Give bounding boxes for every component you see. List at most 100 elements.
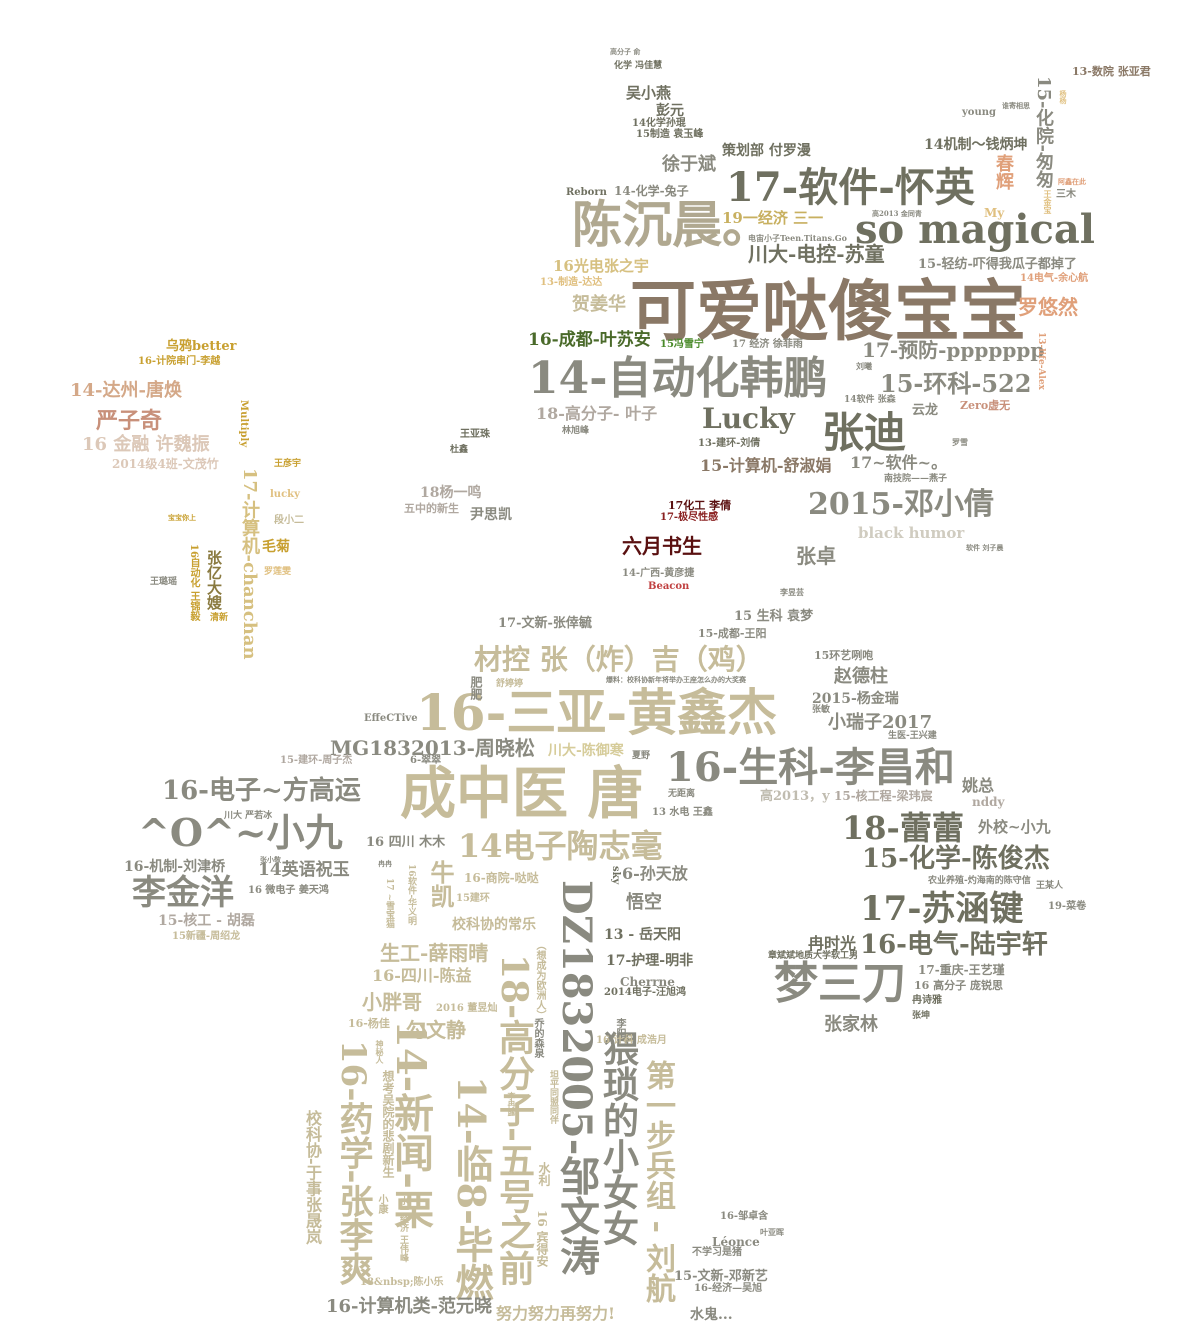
cloud-word: sky xyxy=(610,866,621,885)
cloud-word: 舒婷婷 xyxy=(496,679,524,689)
cloud-word: 悟空 xyxy=(626,892,662,913)
cloud-word: 想考吴院的悲剧新生 xyxy=(381,1070,395,1178)
cloud-word: 2016 董昱灿 xyxy=(436,1003,498,1014)
cloud-word: 16 高分子 庞锐思 xyxy=(914,979,1003,992)
cloud-word: 生工-薛雨晴 xyxy=(380,941,489,965)
cloud-word: 16 微电子 姜天鸿 xyxy=(248,885,329,896)
cloud-word: 谁寄相思 xyxy=(1002,101,1030,110)
cloud-word: 15-建环-周子杰 xyxy=(280,755,353,766)
cloud-word: 猥琐的小女女 xyxy=(597,1030,639,1246)
cloud-word: 川大-陈御寒 xyxy=(548,743,624,759)
cloud-word: 小胖哥 xyxy=(362,990,422,1014)
cloud-word: 云龙 xyxy=(912,403,939,418)
cloud-word: 吴小燕 xyxy=(626,84,672,102)
cloud-word: 14-达州-唐焕 xyxy=(70,380,182,401)
cloud-word: 17-软件-怀英 xyxy=(726,164,975,211)
cloud-word: 夏野 xyxy=(632,751,651,761)
cloud-word: 14-自动化韩鹏 xyxy=(528,353,828,404)
cloud-word: 13 - 岳天阳 xyxy=(604,927,682,943)
cloud-word: 19一经济 三一 xyxy=(722,209,824,227)
cloud-word: 16-计院串门-李越 xyxy=(138,356,221,367)
cloud-word: 16自动化 王锦毅 xyxy=(188,544,199,622)
cloud-word: Lucky xyxy=(702,402,795,435)
cloud-word: 2014级4班-文茂竹 xyxy=(112,457,219,471)
cloud-word: 外校~小九 xyxy=(978,818,1051,836)
cloud-word: EffeCTive xyxy=(364,713,418,724)
cloud-word: 尹思凯 xyxy=(470,507,512,523)
cloud-word: （想成为欧洲人） xyxy=(534,940,545,1020)
cloud-word: 严子奇 xyxy=(96,408,163,434)
cloud-word: 杨杨 xyxy=(1059,90,1068,104)
cloud-word: 神秘人 xyxy=(375,1040,385,1064)
cloud-word: 17化工 李倩 xyxy=(668,499,732,512)
cloud-word: 14电气-余心航 xyxy=(1020,273,1089,284)
cloud-word: 16-电气-陆宇轩 xyxy=(860,930,1048,960)
cloud-word: 15-核工 - 胡磊 xyxy=(158,913,255,929)
cloud-word: 16 金融 许魏振 xyxy=(82,434,210,455)
cloud-word: 高分子 俞 xyxy=(610,47,641,56)
cloud-word: 13-建环-刘倩 xyxy=(698,438,761,449)
cloud-word: 坦平同盟同伴 xyxy=(548,1070,558,1124)
cloud-word: 14-广西-黄彦捷 xyxy=(622,568,695,579)
cloud-word: 14电子陶志毫 xyxy=(458,827,663,865)
cloud-word: 校科协的常乐 xyxy=(452,917,536,933)
cloud-word: Léonce xyxy=(712,1235,760,1249)
cloud-word: DZ1832005-邹文涛 xyxy=(553,880,600,1276)
cloud-word: 努力努力再努力! xyxy=(496,1304,616,1323)
cloud-word: 叶亚晖 xyxy=(760,1227,784,1237)
cloud-word: Reborn xyxy=(566,187,607,198)
cloud-word: 乌鸦better xyxy=(166,339,237,354)
cloud-word: 罗悠然 xyxy=(1018,295,1078,319)
cloud-word: 张家林 xyxy=(824,1014,878,1035)
cloud-word: nddy xyxy=(972,795,1005,809)
cloud-word: 王彦宇 xyxy=(274,459,302,469)
cloud-word: 爆料：校科协新年将举办王座怎么办的大奖赛 xyxy=(606,675,746,684)
cloud-word: 李金洋 xyxy=(132,873,234,913)
cloud-word: 13-数院 张亚君 xyxy=(1072,65,1151,78)
cloud-word: Cherrne xyxy=(620,975,675,989)
cloud-word: 张卓 xyxy=(796,544,836,568)
cloud-word: 梦三刀 xyxy=(774,958,906,1009)
cloud-word: 18杨一鸣 xyxy=(420,485,482,501)
cloud-word: 16-成都-叶苏安 xyxy=(528,330,651,350)
cloud-word: Zero虚无 xyxy=(960,399,1011,412)
cloud-word: 农业养殖-灼海南的陈守信 xyxy=(928,876,1031,886)
cloud-word: 16-杨佳 xyxy=(348,1017,390,1030)
cloud-word: 策划部 付罗漫 xyxy=(722,143,811,159)
cloud-word: ^O^~小九 xyxy=(138,810,343,855)
cloud-word: 15建环 xyxy=(456,893,490,904)
cloud-word: 14-化学-兔子 xyxy=(614,184,689,198)
cloud-word: Beacon xyxy=(648,581,690,592)
cloud-word: 17-极尽性感 xyxy=(660,512,719,523)
cloud-word: 五中的新生 xyxy=(404,502,459,515)
cloud-word: 16-三亚-黄鑫杰 xyxy=(416,683,778,742)
cloud-word: 牛凯 xyxy=(426,860,455,908)
cloud-word: 段小二 xyxy=(274,515,304,526)
cloud-word: 校科协-于事张晟岚 xyxy=(303,1110,322,1245)
cloud-word: 成中医 唐 xyxy=(400,761,644,827)
cloud-word: 材控 张（炸）吉（鸡） xyxy=(474,643,764,676)
cloud-word: 电宙小子Teen.Titans.Go xyxy=(748,233,847,243)
cloud-word: 高2013，y xyxy=(760,789,830,804)
cloud-word: 林旭峰 xyxy=(562,426,590,436)
cloud-word: 19-菜卷 xyxy=(1048,901,1087,912)
cloud-word: 王亚珠 xyxy=(460,429,490,440)
cloud-word: 徐于斌 xyxy=(662,154,716,175)
cloud-word: 17-重庆-王艺瑾 xyxy=(918,963,1005,977)
cloud-word: 高2013 金同青 xyxy=(872,209,922,218)
cloud-word: 软件 刘子晨 xyxy=(966,543,1004,552)
cloud-word: 彭元 xyxy=(656,103,684,119)
cloud-word: 罗莲雯 xyxy=(264,567,292,577)
cloud-word: 15-化院-匆匆 xyxy=(1033,76,1054,188)
cloud-word: 13 水电 王鑫 xyxy=(652,807,713,818)
cloud-word: 15-成都-王阳 xyxy=(698,627,767,640)
cloud-word: 17 ~雪宝猫 xyxy=(384,878,394,929)
cloud-word: 17 经济 徐菲雨 xyxy=(732,339,803,350)
cloud-word: 可爱哒傻宝宝 xyxy=(630,272,1026,350)
cloud-word: 清新 xyxy=(210,613,229,623)
cloud-word: 姚总 xyxy=(962,776,995,795)
cloud-word: 2014电子-汪旭鸿 xyxy=(604,987,686,998)
cloud-word: 张小敬 xyxy=(260,855,281,864)
cloud-word: 水一经济 王伟峰 xyxy=(398,1196,408,1263)
